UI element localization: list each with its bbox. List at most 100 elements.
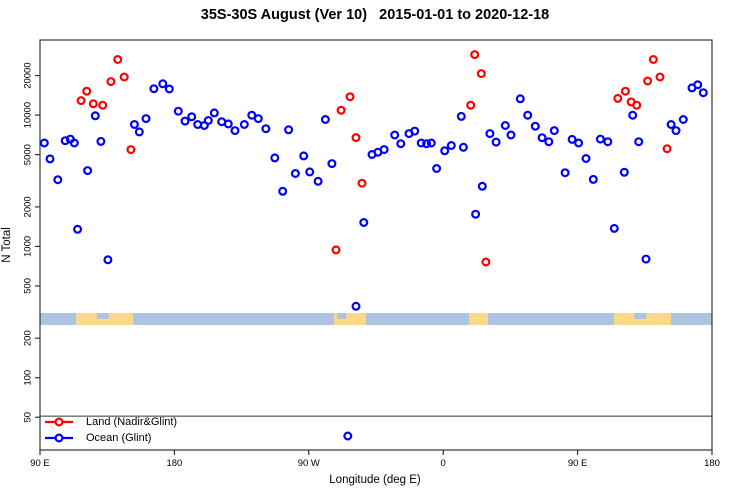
land-data-point [351,133,361,143]
ocean-data-point [603,137,613,147]
ocean-data-point [327,159,337,169]
ocean-data-point [270,153,280,163]
ocean-data-point [456,111,466,121]
ocean-data-point [187,112,197,122]
ocean-data-point [471,209,481,219]
ocean-data-point [299,151,309,161]
ocean-data-point [141,114,151,124]
ocean-data-point [485,129,495,139]
ocean-data-point [359,218,369,228]
ocean-data-point [284,125,294,135]
land-data-point [106,77,116,87]
land-data-point [88,99,98,109]
ocean-data-point [544,137,554,147]
ocean-data-point [343,431,353,441]
ocean-data-point [560,168,570,178]
land-data-point [345,92,355,102]
ocean-data-point [506,130,516,140]
legend-item-land: Land (Nadir&Glint) [44,414,177,430]
ocean-data-point [173,106,183,116]
land-data-point [336,105,346,115]
ocean-data-point [83,166,93,176]
land-data-point [481,257,491,267]
ocean-data-point [53,175,63,185]
ocean-data-point [96,136,106,146]
land-data-point [643,76,653,86]
y-tick-label: 100 [23,370,34,386]
ocean-marker-icon [45,433,73,443]
ocean-data-point [619,167,629,177]
ocean-data-point [491,137,501,147]
ocean-data-point [313,176,323,186]
land-data-point [76,96,86,106]
land-data-point [648,54,658,64]
x-axis-label: Longitude (deg E) [329,474,421,486]
y-tick-label: 50 [23,412,34,423]
land-data-point [655,72,665,82]
ocean-data-point [351,301,361,311]
ocean-data-point [261,124,271,134]
ocean-data-point [239,119,249,129]
ocean-data-point [416,138,426,148]
legend: Land (Nadir&Glint) Ocean (Glint) [44,414,177,446]
ocean-data-point [305,167,315,177]
x-tick-label: 180 [704,458,720,469]
ocean-data-point [45,154,55,164]
ocean-data-point [223,119,233,129]
ocean-data-point [574,138,584,148]
land-data-point [113,54,123,64]
ocean-data-point [693,80,703,90]
ocean-data-point [180,116,190,126]
ocean-data-point [641,254,651,264]
ocean-data-point [247,110,257,120]
y-tick-label: 2000 [23,196,34,217]
ocean-data-point [390,130,400,140]
ocean-data-point [500,120,510,130]
plot-box [39,39,713,451]
map-band-coast-notch [634,313,647,319]
y-tick-label: 1000 [23,236,34,257]
y-tick-label: 5000 [23,144,34,165]
map-band-coast-notch [96,313,109,319]
ocean-data-point [458,142,468,152]
ocean-data-point [671,126,681,136]
ocean-data-point [523,110,533,120]
ocean-data-point [666,119,676,129]
map-band-land-patch [334,313,366,325]
ocean-data-point [134,127,144,137]
ocean-data-point [290,169,300,179]
ocean-data-point [440,146,450,156]
ocean-data-point [588,174,598,184]
y-tick-label: 10000 [23,102,34,128]
ocean-data-point [379,145,389,155]
ocean-data-point [515,94,525,104]
x-tick-label: 0 [441,458,446,469]
ocean-data-point [209,108,219,118]
ocean-data-point [549,126,559,136]
ocean-data-point [432,164,442,174]
ocean-data-point [595,134,605,144]
ocean-data-point [164,84,174,94]
land-data-point [662,144,672,154]
ocean-data-point [149,84,159,94]
ocean-data-point [69,138,79,148]
land-data-point [126,145,136,155]
ocean-data-point [320,114,330,124]
ocean-data-point [567,134,577,144]
y-tick-label: 20000 [23,62,34,88]
x-tick-label: 90 E [30,458,50,469]
legend-item-ocean: Ocean (Glint) [44,430,177,446]
ocean-data-point [203,115,213,125]
ocean-data-point [73,224,83,234]
ocean-data-point [158,79,168,89]
ocean-data-point [446,141,456,151]
y-tick-label: 200 [23,330,34,346]
ocean-data-point [103,255,113,265]
ocean-data-point [396,139,406,149]
ocean-data-point [39,138,49,148]
ocean-data-point [422,139,432,149]
land-data-point [613,93,623,103]
map-band-land-patch [469,313,488,325]
